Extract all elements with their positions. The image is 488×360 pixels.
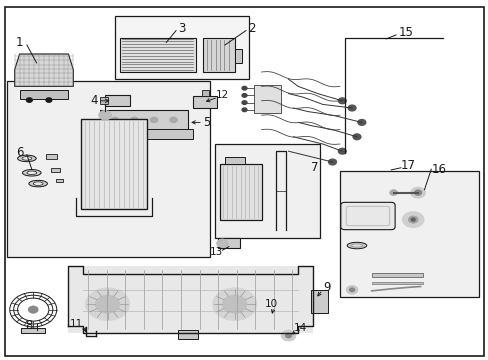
Text: 2: 2 — [247, 22, 255, 35]
Text: 13: 13 — [209, 247, 223, 257]
Circle shape — [357, 120, 365, 125]
Bar — [339, 171, 478, 297]
Bar — [310, 290, 327, 313]
Bar — [100, 110, 188, 130]
Circle shape — [222, 295, 246, 313]
Circle shape — [150, 117, 158, 123]
Bar — [203, 38, 234, 72]
Circle shape — [46, 98, 52, 102]
Circle shape — [26, 98, 32, 102]
Text: 6: 6 — [16, 146, 23, 159]
Text: 14: 14 — [293, 323, 307, 333]
Bar — [46, 154, 57, 159]
Circle shape — [410, 187, 425, 198]
Bar — [7, 81, 210, 257]
Ellipse shape — [33, 182, 43, 185]
Text: 8: 8 — [25, 319, 33, 332]
Bar — [217, 238, 239, 248]
Circle shape — [285, 333, 291, 338]
Circle shape — [242, 94, 246, 97]
Circle shape — [402, 212, 423, 228]
Circle shape — [328, 159, 336, 165]
Bar — [21, 328, 45, 333]
Ellipse shape — [18, 155, 36, 162]
Bar — [254, 85, 281, 113]
Circle shape — [352, 134, 360, 140]
Circle shape — [349, 288, 354, 292]
Circle shape — [242, 108, 246, 112]
Text: 17: 17 — [400, 159, 415, 172]
Bar — [95, 129, 193, 139]
Bar — [51, 168, 60, 172]
Circle shape — [347, 105, 355, 111]
Circle shape — [28, 306, 38, 313]
Bar — [178, 330, 198, 339]
Circle shape — [216, 239, 228, 248]
Circle shape — [410, 218, 414, 221]
Bar — [220, 164, 261, 220]
Ellipse shape — [346, 242, 366, 249]
Polygon shape — [15, 54, 73, 86]
Circle shape — [95, 295, 120, 313]
Text: 10: 10 — [264, 299, 277, 309]
Circle shape — [130, 117, 138, 123]
Circle shape — [338, 98, 346, 104]
Circle shape — [338, 148, 346, 154]
Bar — [234, 49, 242, 63]
Text: 11: 11 — [70, 319, 83, 329]
Bar — [371, 282, 422, 284]
Circle shape — [407, 216, 417, 223]
Circle shape — [212, 288, 256, 320]
Bar — [100, 97, 107, 104]
Ellipse shape — [27, 171, 37, 175]
Bar — [105, 95, 129, 106]
Bar — [120, 38, 195, 72]
Circle shape — [169, 117, 177, 123]
Bar — [123, 41, 199, 75]
Bar — [56, 179, 63, 182]
Bar — [20, 90, 68, 99]
Text: 1: 1 — [16, 36, 23, 49]
Ellipse shape — [22, 170, 41, 176]
FancyBboxPatch shape — [340, 202, 394, 230]
Text: 15: 15 — [398, 26, 412, 39]
Ellipse shape — [22, 157, 32, 160]
Circle shape — [99, 111, 111, 120]
Circle shape — [242, 101, 246, 104]
Bar — [224, 157, 244, 164]
Text: 16: 16 — [431, 163, 446, 176]
Circle shape — [281, 330, 295, 341]
Circle shape — [111, 117, 119, 123]
Circle shape — [389, 190, 397, 195]
Circle shape — [346, 285, 357, 294]
Text: 4: 4 — [90, 94, 98, 107]
Circle shape — [414, 190, 421, 195]
Text: 5: 5 — [203, 116, 210, 129]
Circle shape — [85, 288, 129, 320]
Text: 9: 9 — [322, 281, 330, 294]
Bar — [193, 96, 216, 108]
Text: 12: 12 — [215, 90, 229, 100]
Bar — [115, 16, 249, 79]
Bar — [202, 90, 209, 96]
Bar — [215, 144, 320, 238]
Bar — [68, 266, 312, 333]
Ellipse shape — [350, 244, 362, 247]
Bar — [371, 273, 422, 277]
Circle shape — [242, 86, 246, 90]
Text: 7: 7 — [310, 161, 318, 174]
Text: 3: 3 — [178, 22, 185, 35]
Bar — [81, 119, 146, 209]
Ellipse shape — [29, 180, 47, 187]
